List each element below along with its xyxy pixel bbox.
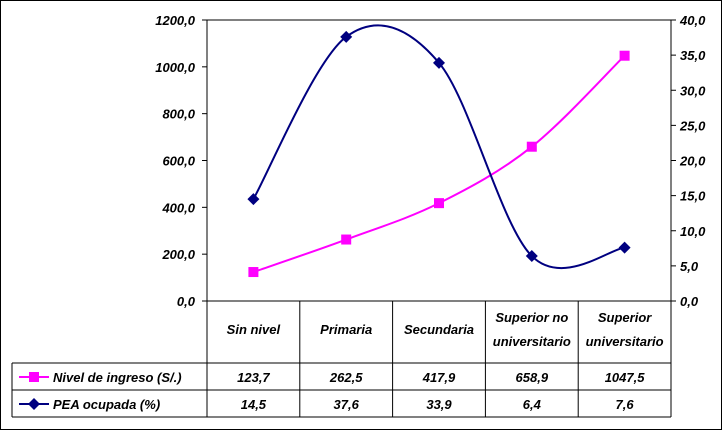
series-marker-diamond xyxy=(247,193,260,206)
table-value: 7,6 xyxy=(616,397,635,412)
table-value: 1047,5 xyxy=(605,370,646,385)
category-label: Superior xyxy=(598,310,652,325)
left-axis-tick-label: 400,0 xyxy=(161,200,195,215)
left-axis-tick-label: 0,0 xyxy=(177,294,196,309)
right-axis-tick-label: 30,0 xyxy=(680,83,706,98)
left-axis-tick-label: 800,0 xyxy=(162,107,195,122)
right-axis-tick-label: 25,0 xyxy=(679,118,706,133)
left-axis-tick-label: 1200,0 xyxy=(155,13,196,28)
right-axis-tick-label: 10,0 xyxy=(680,224,706,239)
left-axis-tick-label: 1000,0 xyxy=(155,60,196,75)
table-value: 262,5 xyxy=(329,370,363,385)
series-marker-square xyxy=(341,234,352,245)
category-label: Superior no xyxy=(495,310,568,325)
category-label: universitario xyxy=(493,334,571,349)
legend-label: Nivel de ingreso (S/.) xyxy=(53,370,182,385)
table-value: 14,5 xyxy=(241,397,267,412)
table-value: 33,9 xyxy=(426,397,452,412)
category-label: Primaria xyxy=(320,322,372,337)
legend-label: PEA ocupada (%) xyxy=(53,397,160,412)
right-axis-tick-label: 20,0 xyxy=(679,154,706,169)
category-label: Secundaria xyxy=(404,322,474,337)
table-value: 123,7 xyxy=(237,370,270,385)
right-axis-tick-label: 5,0 xyxy=(680,259,699,274)
category-label: universitario xyxy=(586,334,664,349)
series-marker-square xyxy=(526,141,537,152)
table-value: 37,6 xyxy=(334,397,360,412)
legend-marker-square xyxy=(29,372,39,382)
right-axis-tick-label: 0,0 xyxy=(680,294,699,309)
series-marker-square xyxy=(248,267,259,278)
left-axis-tick-label: 600,0 xyxy=(162,154,195,169)
table-value: 6,4 xyxy=(523,397,542,412)
right-axis-tick-label: 40,0 xyxy=(679,13,706,28)
series-marker-square xyxy=(619,50,630,61)
series-marker-diamond xyxy=(618,241,631,254)
series-marker-diamond xyxy=(433,56,445,69)
table-value: 658,9 xyxy=(516,370,549,385)
right-axis-tick-label: 35,0 xyxy=(680,48,706,63)
series-marker-square xyxy=(434,198,444,209)
category-label: Sin nivel xyxy=(227,322,281,337)
right-axis-tick-label: 15,0 xyxy=(680,189,706,204)
table-value: 417,9 xyxy=(422,370,456,385)
left-axis-tick-label: 200,0 xyxy=(161,247,195,262)
legend-marker-diamond xyxy=(28,398,40,410)
series-marker-diamond xyxy=(525,250,538,263)
series-marker-diamond xyxy=(340,30,353,43)
